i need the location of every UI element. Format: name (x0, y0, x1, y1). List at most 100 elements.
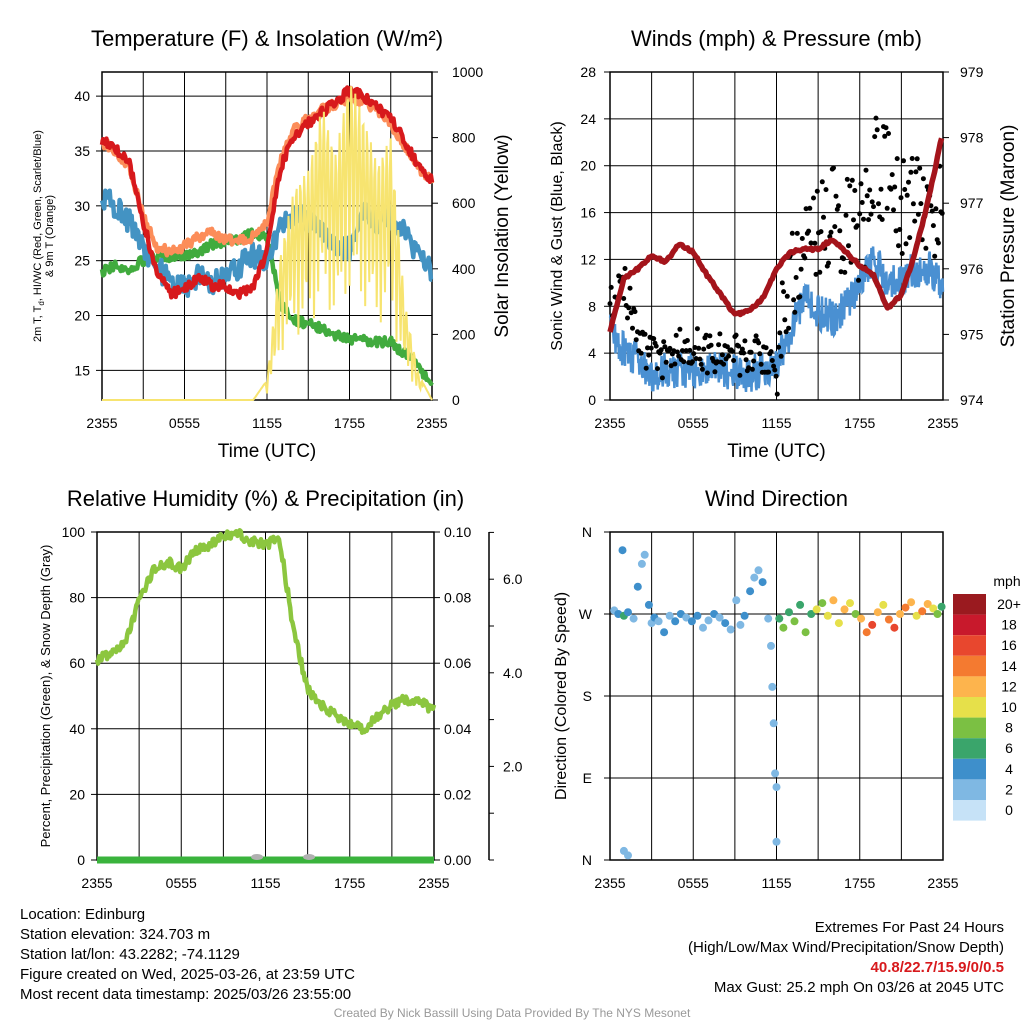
direction-point (644, 600, 653, 609)
gust-point (842, 269, 848, 275)
gust-point (753, 333, 759, 339)
y-tick-label: 15 (74, 362, 90, 378)
gust-point (771, 363, 777, 369)
panel-rh: Percent, Precipitation (Green), & Snow D… (38, 528, 494, 864)
gust-point (838, 269, 844, 275)
y-tick-label: 40 (74, 88, 90, 104)
direction-point (862, 628, 871, 637)
direction-point (812, 605, 821, 614)
y-tick-label: 60 (69, 655, 85, 671)
direction-point (732, 596, 741, 605)
gust-point (749, 366, 755, 372)
gust-point (791, 297, 797, 303)
gust-point (794, 230, 800, 236)
gust-point (798, 266, 804, 272)
gust-point (608, 284, 614, 290)
gust-point (852, 188, 858, 193)
gust-point (902, 187, 908, 192)
y2-tick-label: 978 (960, 130, 984, 146)
gust-point (673, 332, 679, 338)
gust-point (659, 375, 665, 381)
gust-point (904, 192, 910, 198)
y2-tick-label: 1000 (452, 64, 483, 80)
gust-point (736, 343, 742, 349)
direction-point (726, 625, 735, 634)
y-tick-label: N (582, 524, 592, 540)
y-tick-label: 20 (74, 308, 90, 324)
gust-point (653, 343, 659, 349)
y-tick-label: 80 (69, 590, 85, 606)
gust-point (763, 345, 769, 351)
gust-point (789, 230, 795, 236)
gust-point (701, 346, 707, 352)
gust-point (729, 348, 735, 354)
y-axis-label-line: , HI/WC (Red, Green, Scarlet/Blue) (32, 130, 44, 301)
y2-axis-label: Station Pressure (Maroon) (998, 125, 1019, 348)
gust-point (883, 125, 889, 131)
gust-point (719, 352, 725, 358)
gust-point (857, 211, 863, 217)
gust-point (756, 340, 762, 346)
x-tick-label: 1755 (334, 415, 365, 431)
series-wind (608, 246, 945, 393)
colorbar-swatch (953, 697, 986, 718)
direction-point (736, 620, 745, 629)
x-tick-label: 1155 (761, 415, 791, 431)
gust-point (697, 356, 703, 362)
gust-point (910, 201, 916, 207)
gust-point (766, 369, 772, 375)
y-tick-label: 35 (74, 143, 90, 159)
y-axis-label: Direction (Colored By Speed) (553, 592, 570, 800)
x-tick-label: 2355 (418, 875, 449, 891)
gust-point (874, 127, 880, 133)
y2-tick-label: 0.08 (444, 590, 471, 606)
gust-point (837, 228, 843, 234)
gust-point (692, 345, 698, 350)
gust-point (714, 359, 720, 365)
gust-point (930, 223, 936, 229)
chart-title: Winds (mph) & Pressure (mb) (631, 26, 922, 51)
x-tick-label: 0555 (678, 875, 709, 891)
gust-point (645, 345, 650, 351)
colorbar-swatch (953, 738, 986, 759)
gust-point (633, 337, 639, 343)
colorbar-label: 18 (1001, 617, 1017, 633)
y2-tick-label: 0.02 (444, 786, 471, 802)
x-tick-label: 1155 (250, 875, 280, 891)
y3-tick-label: 2.0 (503, 758, 523, 774)
y2-tick-label: 0.10 (444, 524, 471, 540)
plot-frame (101, 71, 433, 401)
gust-point (677, 326, 683, 332)
gust-point (643, 365, 649, 371)
direction-point (929, 604, 938, 613)
direction-point (771, 769, 780, 778)
y-axis-label: 2m T, Td, HI/WC (Red, Green, Scarlet/Blu… (32, 130, 56, 342)
gust-point (739, 346, 745, 352)
direction-point (772, 837, 781, 846)
direction-point (704, 616, 713, 625)
direction-point (785, 608, 793, 617)
direction-point (796, 600, 805, 609)
gust-point (748, 349, 754, 355)
panel-temp: 2m T, Td, HI/WC (Red, Green, Scarlet/Blu… (32, 71, 513, 401)
gust-point (717, 331, 723, 337)
gust-point (869, 199, 875, 205)
gust-point (703, 332, 709, 338)
direction-point (829, 596, 838, 605)
direction-point (840, 605, 849, 614)
x-tick-label: 0555 (166, 875, 197, 891)
direction-point (912, 611, 921, 620)
gust-point (844, 176, 850, 182)
colorbar-label: 14 (1001, 658, 1017, 674)
gust-point (868, 211, 874, 217)
y3-tick-label: 6.0 (503, 571, 523, 587)
gust-point (854, 223, 860, 229)
gust-point (806, 228, 812, 234)
gust-point (914, 156, 920, 162)
direction-point (624, 608, 632, 617)
colorbar-swatch (953, 758, 986, 780)
y-axis-label-line: 2m T, T (32, 305, 44, 342)
gust-point (821, 214, 826, 220)
gust-point (864, 193, 870, 199)
gust-point (630, 325, 635, 331)
